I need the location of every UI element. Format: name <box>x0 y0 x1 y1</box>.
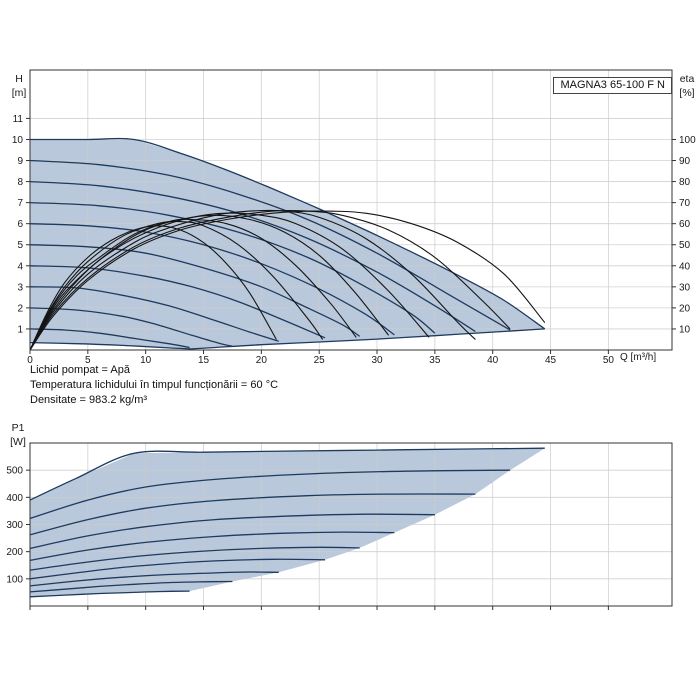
h-axis-unit: [m] <box>11 87 27 99</box>
y2-tick-label: 30 <box>679 282 691 293</box>
power-curve-7 <box>29 513 435 550</box>
y2-tick-label: 10 <box>679 324 691 335</box>
pump-model-box: MAGNA3 65-100 F N <box>553 77 672 94</box>
y-tick-label: 8 <box>17 177 23 188</box>
info-line-density: Densitate = 983.2 kg/m³ <box>30 394 148 406</box>
chart-power: 100 200 300 400 500 <box>6 442 673 610</box>
y2-tick-label: 100 <box>679 135 696 146</box>
power-curve-4 <box>29 558 326 580</box>
eta-axis-unit: [%] <box>679 87 695 99</box>
min-flow-boundary <box>191 328 545 350</box>
y-tick-label: 3 <box>17 282 23 293</box>
power-curve-5 <box>29 546 360 571</box>
operating-envelope <box>30 139 545 349</box>
eta-axis-label: eta [%] <box>675 72 699 100</box>
x-tick-label: 25 <box>314 355 326 366</box>
power-curve-8 <box>29 493 476 536</box>
y-tick-label: 5 <box>17 240 23 251</box>
x-tick-label: 50 <box>603 355 615 366</box>
y2-tick-label: 80 <box>679 177 691 188</box>
min-speed-curve <box>29 341 192 350</box>
max-speed-curve <box>30 137 546 330</box>
speed-curve-9 <box>29 159 511 331</box>
y2-tick-label: 60 <box>679 219 691 230</box>
info-line-liquid: Lichid pompat = Apă <box>30 364 130 376</box>
power-curve-9 <box>29 469 511 520</box>
y2-tick-label: 70 <box>679 198 691 209</box>
y-tick-label: 7 <box>17 198 23 209</box>
power-curve-max <box>29 447 545 501</box>
chart-head-capacity: 0 5 10 15 20 25 30 35 40 45 5012345678910111020304… <box>12 69 696 366</box>
speed-curve-3 <box>29 286 279 342</box>
eta-curve-3 <box>29 225 277 351</box>
y-tick-label: 200 <box>6 547 23 558</box>
p1-axis-symbol: P1 <box>11 422 25 434</box>
speed-curve-5 <box>29 244 361 337</box>
x-tick-label: 20 <box>256 355 268 366</box>
y-tick-label: 11 <box>13 114 24 125</box>
x-tick-label: 10 <box>140 355 152 366</box>
y-tick-label: 100 <box>6 574 23 585</box>
speed-curve-4 <box>29 265 326 339</box>
eta-curve-max <box>29 210 546 351</box>
y-tick-label: 9 <box>17 156 23 167</box>
speed-curve-2 <box>29 307 233 347</box>
power-curve-1 <box>29 590 190 598</box>
q-axis-label: Q [m³/h] <box>620 352 657 363</box>
y2-tick-label: 40 <box>679 261 691 272</box>
y2-tick-label: 50 <box>679 240 691 251</box>
speed-curve-1 <box>29 328 190 349</box>
y2-tick-label: 20 <box>679 303 691 314</box>
y-tick-label: 300 <box>6 520 23 531</box>
y-tick-label: 1 <box>17 324 23 335</box>
speed-curve-8 <box>29 180 476 333</box>
eta-curve-9 <box>29 209 511 351</box>
plot-border <box>29 69 673 351</box>
power-curve-6 <box>29 531 395 562</box>
speed-curve-6 <box>29 223 395 336</box>
x-tick-label: 0 <box>27 355 33 366</box>
x-tick-label: 45 <box>545 355 557 366</box>
y-tick-label: 500 <box>6 466 23 477</box>
x-tick-label: 15 <box>198 355 210 366</box>
x-tick-label: 40 <box>487 355 499 366</box>
eta-curve-5 <box>29 218 357 351</box>
eta-curve-8 <box>29 209 476 351</box>
info-line-temperature: Temperatura lichidului în timpul funcțio… <box>30 379 279 391</box>
p1-axis-unit: [W] <box>10 436 26 448</box>
h-axis-symbol: H <box>15 73 23 85</box>
power-curve-2 <box>29 580 233 593</box>
x-tick-label: 30 <box>371 355 383 366</box>
y-tick-label: 2 <box>17 303 23 314</box>
power-curve-3 <box>29 571 279 587</box>
x-tick-label: 35 <box>429 355 441 366</box>
eta-curve-4 <box>29 220 324 351</box>
p1-axis-label: P1 [W] <box>5 421 31 449</box>
x-tick-label: 5 <box>85 355 91 366</box>
y-tick-label: 4 <box>17 261 23 272</box>
eta-axis-symbol: eta <box>679 73 695 85</box>
liquid-info-block: Lichid pompat = Apă Temperatura lichidul… <box>30 363 278 408</box>
y-tick-label: 10 <box>12 135 24 146</box>
h-axis-label: H [m] <box>6 72 32 100</box>
y-tick-label: 400 <box>6 493 23 504</box>
y2-tick-label: 90 <box>679 156 691 167</box>
y-tick-label: 6 <box>17 219 23 230</box>
eta-curve-6 <box>29 214 390 351</box>
